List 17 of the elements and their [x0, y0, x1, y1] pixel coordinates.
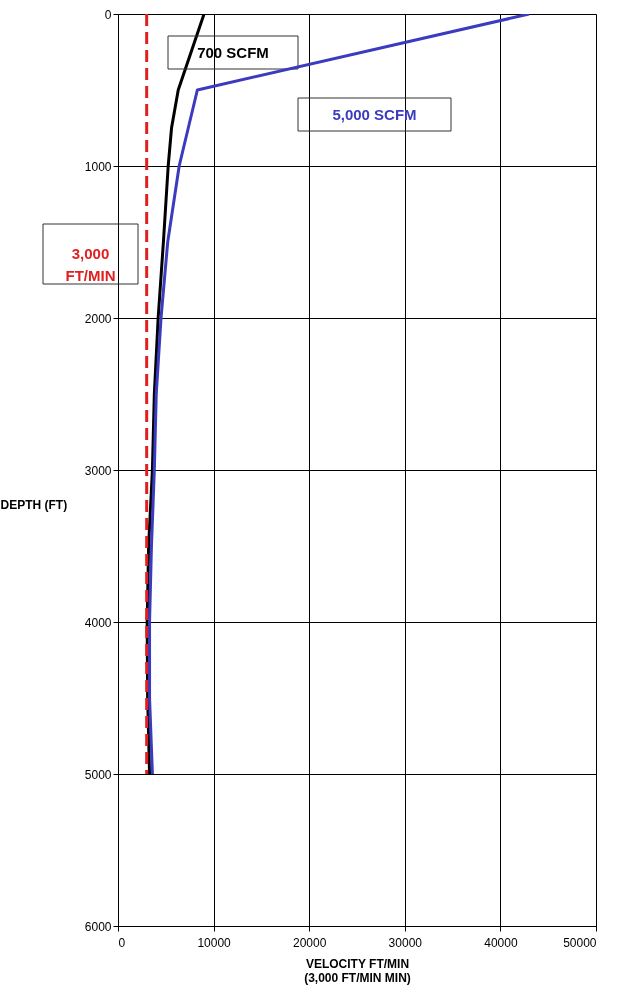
y-tick-label: 3000 [84, 463, 112, 478]
line-series [148, 14, 531, 776]
x-axis-title: VELOCITY FT/MIN (3,000 FT/MIN MIN) [304, 956, 411, 985]
x-tick-label: 50000 [563, 935, 597, 950]
x-tick-label: 30000 [388, 935, 423, 950]
y-tick-label: 2000 [84, 311, 112, 326]
x-tick-label: 20000 [293, 935, 327, 950]
x-tick-label: 10000 [197, 935, 232, 950]
x-tick-label: 0 [118, 935, 126, 950]
y-axis-title: DEPTH (FT) [0, 497, 68, 512]
x-tick-label: 40000 [484, 935, 518, 950]
y-tick-label: 1000 [84, 159, 112, 174]
y-tick-label: 6000 [84, 919, 112, 934]
y-tick-label: 4000 [84, 615, 112, 630]
text: 3,000 FT/MIN [65, 245, 116, 284]
y-tick-label: 0 [104, 7, 112, 22]
y-tick-label: 5000 [84, 767, 112, 782]
